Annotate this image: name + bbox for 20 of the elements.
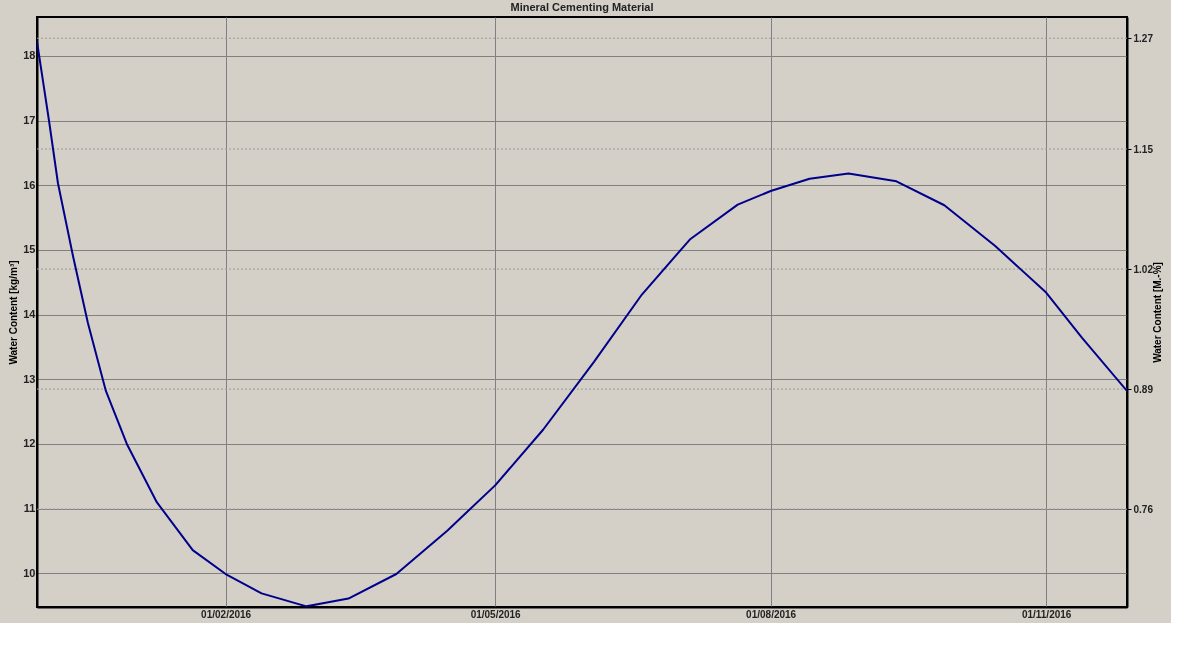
y-tick-label: 17 (23, 114, 36, 127)
x-tick-label: 01/11/2016 (1021, 608, 1072, 620)
y-tick-label: 12 (23, 437, 36, 450)
y-tick-label: 14 (23, 308, 37, 321)
y-tick-label: 13 (23, 372, 36, 385)
y2-tick-label: 0.76 (1133, 503, 1154, 515)
y2-tick-label: 1.15 (1133, 143, 1154, 155)
chart-title: Mineral Cementing Material (510, 1, 654, 13)
y-axis-title: Water Content [kg/m³] (8, 260, 20, 365)
x-tick-label: 01/08/2016 (746, 608, 797, 620)
y-tick-label: 18 (23, 49, 36, 62)
y-tick-label: 10 (23, 566, 36, 579)
x-tick-label: 01/05/2016 (470, 608, 522, 620)
y-tick-label: 11 (23, 502, 36, 515)
y-tick-label: 15 (23, 243, 36, 256)
y2-tick-label: 1.02 (1133, 263, 1154, 275)
y-tick-label: 16 (23, 178, 36, 191)
y2-tick-label: 0.89 (1133, 383, 1154, 395)
x-tick-label: 01/02/2016 (201, 608, 252, 620)
y2-tick-label: 1.27 (1133, 32, 1154, 44)
